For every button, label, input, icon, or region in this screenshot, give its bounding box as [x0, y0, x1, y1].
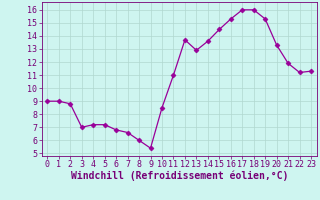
X-axis label: Windchill (Refroidissement éolien,°C): Windchill (Refroidissement éolien,°C): [70, 171, 288, 181]
